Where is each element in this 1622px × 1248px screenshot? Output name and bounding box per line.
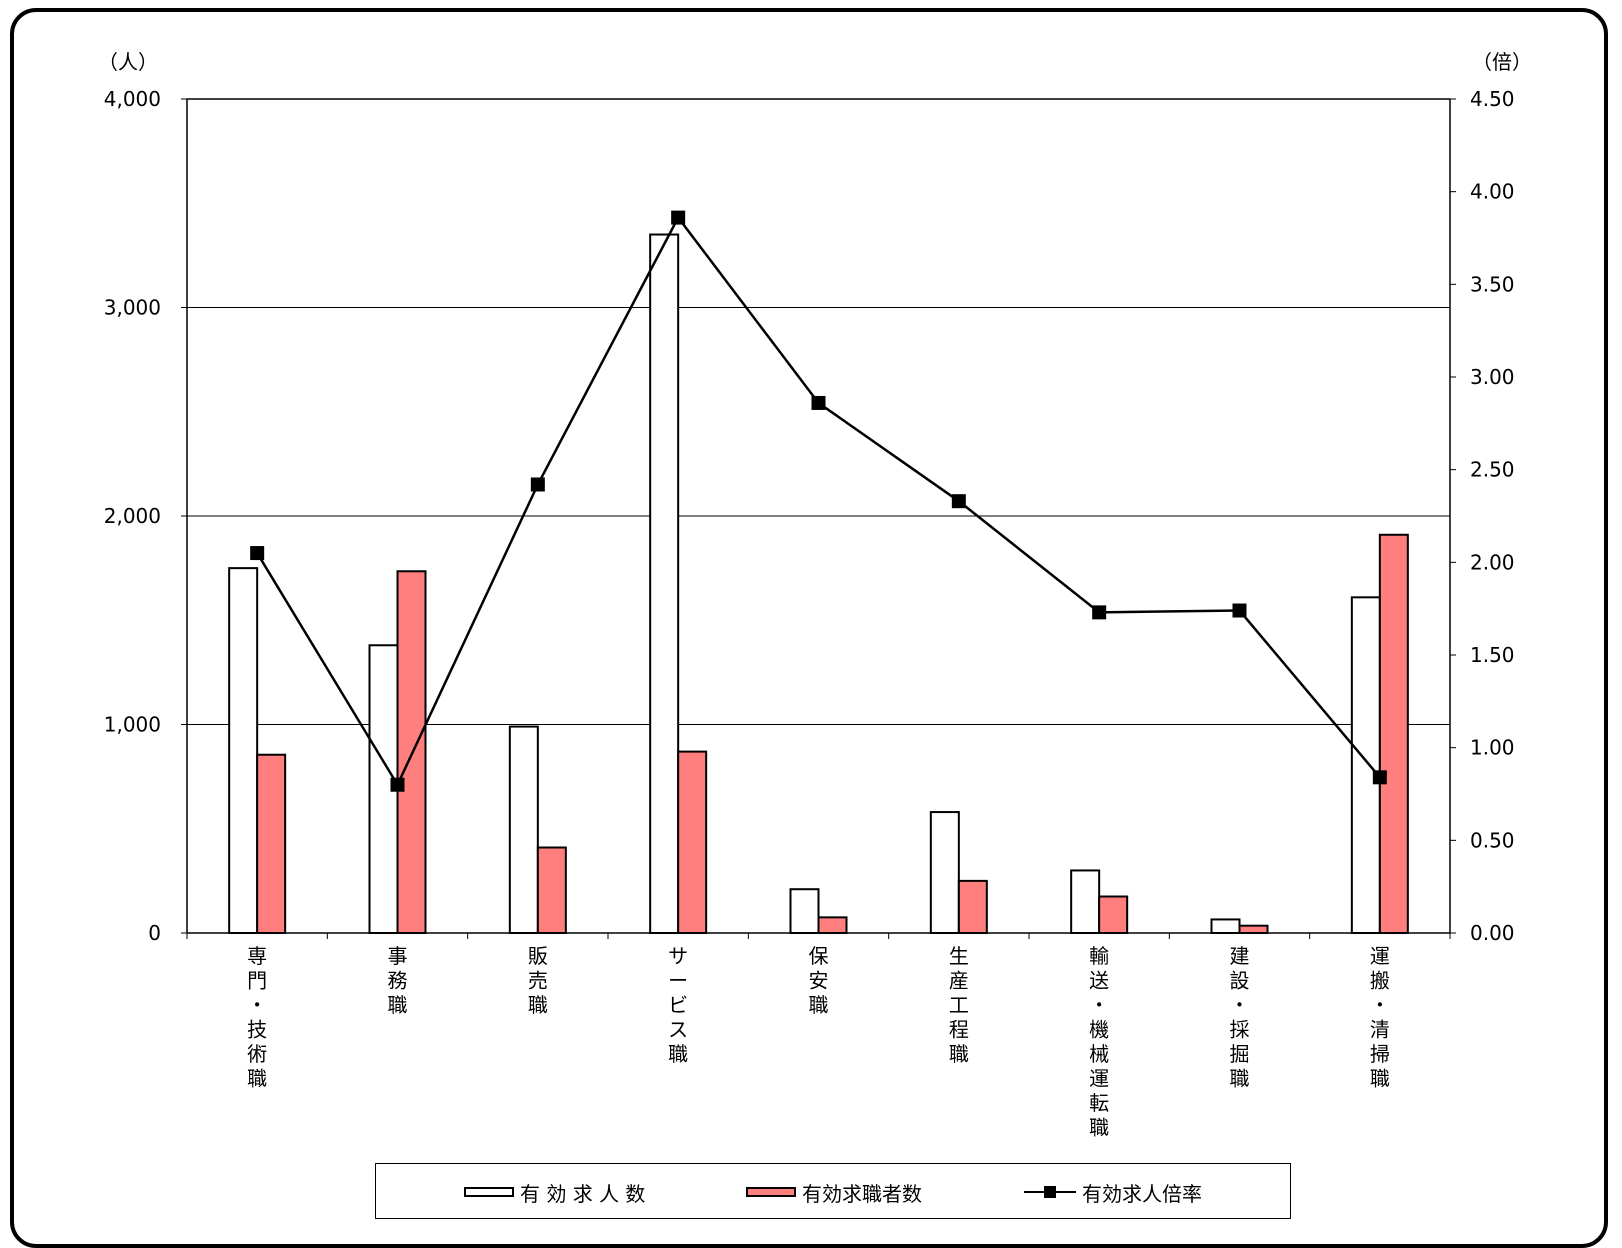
category-label: サービス職 [668, 944, 688, 1066]
right-tick-label: 4.00 [1470, 180, 1515, 204]
category-label: 専門・技術職 [247, 944, 267, 1091]
bar-seekers [957, 879, 988, 934]
bar-openings [508, 725, 539, 935]
bar-openings [1350, 596, 1381, 934]
bar-seekers [256, 753, 287, 934]
ratio-marker [1232, 603, 1247, 618]
bar-seekers [1098, 895, 1129, 935]
right-tick-label: 0.00 [1470, 921, 1515, 945]
category-label: 販売職 [528, 944, 548, 1017]
bar-seekers [1378, 533, 1409, 934]
legend-swatch-openings [464, 1187, 514, 1197]
bar-seekers [817, 916, 848, 934]
right-tick-label: 4.50 [1470, 87, 1515, 111]
chart-plot: 0 1,000 2,000 3,000 4,000 0.00 0.50 1.00 1.50 2.0… [104, 87, 1515, 1140]
bar-seekers [536, 846, 567, 935]
ratio-marker [1372, 770, 1387, 785]
legend: 有 効 求 人 数 有効求職者数 有効求人倍率 [375, 1163, 1291, 1219]
category-label: 建設・採掘職 [1230, 944, 1250, 1091]
category-label: 保安職 [809, 944, 829, 1017]
left-tick-label: 3,000 [104, 296, 161, 320]
bar-openings [789, 888, 820, 935]
bar-openings [1210, 918, 1241, 935]
bar-openings [929, 811, 960, 935]
left-tick-label: 2,000 [104, 504, 161, 528]
category-label: 運搬・清掃職 [1370, 944, 1390, 1091]
legend-item-openings: 有 効 求 人 数 [464, 1178, 645, 1206]
legend-label-seekers: 有効求職者数 [802, 1181, 922, 1206]
bar-seekers [1238, 924, 1269, 935]
left-tick-label: 1,000 [104, 713, 161, 737]
ratio-marker [671, 210, 686, 225]
right-tick-label: 2.50 [1470, 458, 1515, 482]
bar-openings [1070, 869, 1101, 935]
right-axis-unit: （倍） [1472, 50, 1532, 74]
legend-item-seekers: 有効求職者数 [746, 1178, 922, 1206]
left-axis-unit: （人） [98, 50, 158, 74]
ratio-marker [811, 395, 826, 410]
category-label: 生産工程職 [949, 944, 969, 1066]
ratio-marker [951, 494, 966, 509]
chart-frame [10, 8, 1608, 1248]
bar-openings [649, 233, 680, 934]
bar-seekers [677, 750, 708, 934]
right-tick-label: 1.00 [1470, 736, 1515, 760]
legend-swatch-ratio [1024, 1180, 1076, 1204]
category-label: 事務職 [388, 944, 408, 1017]
right-tick-label: 1.50 [1470, 643, 1515, 667]
bar-openings [228, 567, 259, 934]
right-tick-label: 3.50 [1470, 272, 1515, 296]
left-tick-label: 0 [148, 921, 161, 945]
category-label: 輸送・機械運転職 [1089, 944, 1109, 1140]
legend-label-ratio: 有効求人倍率 [1082, 1181, 1202, 1206]
ratio-marker [1092, 605, 1107, 620]
ratio-marker [530, 477, 545, 492]
right-tick-label: 3.00 [1470, 365, 1515, 389]
legend-label-openings: 有 効 求 人 数 [520, 1181, 646, 1206]
right-tick-label: 0.50 [1470, 828, 1515, 852]
ratio-marker [250, 546, 265, 561]
left-tick-label: 4,000 [104, 87, 161, 111]
legend-item-ratio: 有効求人倍率 [1024, 1178, 1202, 1206]
right-tick-label: 2.00 [1470, 550, 1515, 574]
ratio-marker [390, 777, 405, 792]
legend-swatch-seekers [746, 1187, 796, 1197]
